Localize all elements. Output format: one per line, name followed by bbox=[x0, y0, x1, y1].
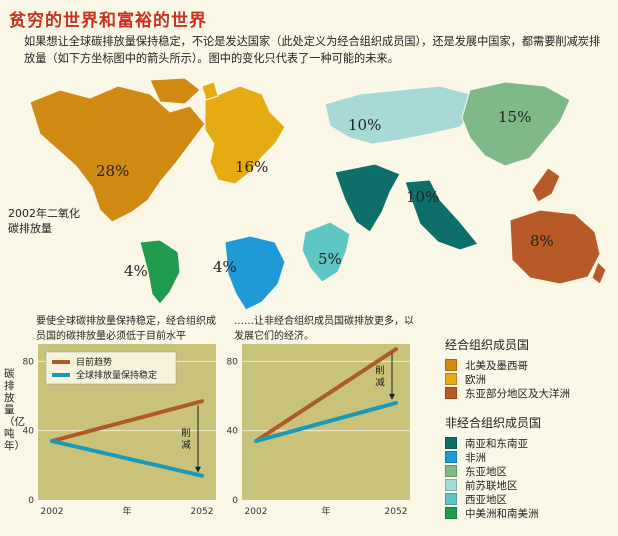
y-tick-label: 80 bbox=[23, 357, 35, 367]
region-new-zealand bbox=[591, 261, 607, 285]
region-south-asia bbox=[334, 163, 401, 233]
legend-swatch bbox=[445, 359, 457, 371]
chart-legend-label: 目前趋势 bbox=[76, 356, 112, 368]
y-tick-label: 0 bbox=[28, 496, 34, 506]
region-east-asia bbox=[461, 81, 571, 167]
legend-non-oecd-title: 非经合组织成员国 bbox=[445, 416, 542, 430]
region-africa bbox=[224, 235, 286, 311]
legend-label: 东亚地区 bbox=[465, 465, 507, 478]
legend-non-oecd-item: 中美洲和南美洲 bbox=[445, 506, 541, 520]
y-tick-label: 40 bbox=[227, 427, 239, 437]
region-japan bbox=[531, 167, 561, 203]
legend-swatch bbox=[445, 437, 457, 449]
cut-arrowhead bbox=[195, 466, 201, 473]
series-line-0 bbox=[50, 399, 204, 444]
series-line-1 bbox=[50, 439, 204, 478]
legend-label: 欧洲 bbox=[465, 373, 486, 386]
series-line-1 bbox=[254, 400, 398, 444]
y-tick-label: 40 bbox=[23, 427, 35, 437]
intro-text: 如果想让全球碳排放量保持稳定，不论是发达国家（此处定义为经合组织成员国），还是发… bbox=[24, 35, 601, 65]
legend-oecd-title: 经合组织成员国 bbox=[445, 338, 530, 352]
emission-label: 2002年二氧化碳排放量 bbox=[8, 207, 80, 235]
legend-label: 东亚部分地区及大洋洲 bbox=[465, 387, 570, 400]
x-axis-label: 年 bbox=[122, 505, 131, 517]
region-north-america bbox=[29, 85, 206, 223]
x-tick-label: 2052 bbox=[191, 507, 214, 517]
legend-label: 南亚和东南亚 bbox=[465, 437, 528, 450]
chart-non-oecd: 0 40 80 2002 2052 年 削减 bbox=[227, 344, 410, 517]
region-former-ussr bbox=[324, 85, 476, 145]
legend-label: 中美洲和南美洲 bbox=[465, 507, 539, 520]
legend-label: 西亚地区 bbox=[465, 493, 507, 506]
region-south-america bbox=[139, 239, 181, 305]
cut-label: 减 bbox=[375, 377, 385, 389]
pct-east-asia: 15% bbox=[498, 108, 532, 126]
pct-south-asia: 10% bbox=[406, 188, 440, 206]
chart1-title: 要使全球碳排放量保持稳定，经合组织成员国的碳排放量必须低于目前水平 bbox=[36, 316, 216, 342]
legend-oecd: 经合组织成员国 北美及墨西哥 欧洲 东亚部分地区及大洋洲 bbox=[445, 336, 570, 400]
legend-label: 北美及墨西哥 bbox=[465, 359, 528, 372]
region-europe bbox=[204, 85, 286, 185]
page-title: 贫穷的世界和富裕的世界 bbox=[9, 11, 207, 31]
pct-south-america: 4% bbox=[124, 262, 148, 280]
pct-north-america: 28% bbox=[96, 162, 130, 180]
region-west-asia bbox=[301, 221, 351, 283]
legend-oecd-item: 北美及墨西哥 bbox=[445, 358, 570, 372]
chart-legend-box bbox=[45, 351, 177, 385]
y-tick-label: 0 bbox=[232, 496, 238, 506]
legend-swatch bbox=[445, 493, 457, 505]
legend-swatch bbox=[445, 451, 457, 463]
legend-non-oecd: 非经合组织成员国 南亚和东南亚 非洲 东亚地区 前苏联地区 西亚地区 中美洲和南美洲 bbox=[445, 414, 541, 520]
cut-label: 削 bbox=[375, 365, 385, 377]
legend-non-oecd-item: 前苏联地区 bbox=[445, 478, 541, 492]
region-australia bbox=[509, 209, 601, 285]
region-uk bbox=[201, 81, 219, 101]
legend-label: 前苏联地区 bbox=[465, 479, 518, 492]
pct-europe: 16% bbox=[235, 158, 269, 176]
chart-legend-label: 全球排放量保持稳定 bbox=[76, 369, 157, 381]
x-tick-label: 2002 bbox=[41, 507, 64, 517]
cut-label: 减 bbox=[181, 439, 191, 451]
region-southeast-asia bbox=[404, 179, 479, 251]
legend-oecd-item: 欧洲 bbox=[445, 372, 570, 386]
x-tick-label: 2002 bbox=[245, 507, 268, 517]
pct-former-ussr: 10% bbox=[348, 116, 382, 134]
legend-oecd-item: 东亚部分地区及大洋洲 bbox=[445, 386, 570, 400]
legend-swatch bbox=[445, 479, 457, 491]
legend-label: 非洲 bbox=[465, 451, 486, 464]
x-axis-label: 年 bbox=[321, 505, 330, 517]
legend-non-oecd-item: 南亚和东南亚 bbox=[445, 436, 541, 450]
y-tick-label: 80 bbox=[227, 357, 239, 367]
series-line-0 bbox=[254, 347, 398, 444]
pct-oceania: 8% bbox=[530, 232, 554, 250]
legend-swatch bbox=[445, 507, 457, 519]
legend-non-oecd-item: 非洲 bbox=[445, 450, 541, 464]
cut-label: 削 bbox=[181, 427, 191, 439]
world-map bbox=[29, 77, 607, 311]
pct-west-asia: 5% bbox=[318, 250, 342, 268]
legend-non-oecd-item: 东亚地区 bbox=[445, 464, 541, 478]
x-tick-label: 2052 bbox=[385, 507, 408, 517]
legend-swatch bbox=[445, 465, 457, 477]
region-greenland bbox=[149, 77, 201, 105]
legend-swatch bbox=[445, 387, 457, 399]
cut-arrowhead bbox=[389, 393, 395, 400]
chart2-title: ……让非经合组织成员国碳排放更多，以发展它们的经济。 bbox=[234, 316, 414, 342]
pct-africa: 4% bbox=[213, 258, 237, 276]
legend-non-oecd-item: 西亚地区 bbox=[445, 492, 541, 506]
legend-swatch bbox=[445, 373, 457, 385]
